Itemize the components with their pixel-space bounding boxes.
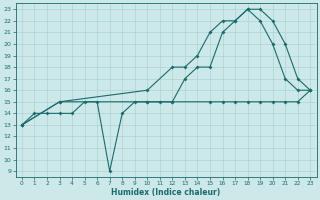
X-axis label: Humidex (Indice chaleur): Humidex (Indice chaleur)	[111, 188, 221, 197]
